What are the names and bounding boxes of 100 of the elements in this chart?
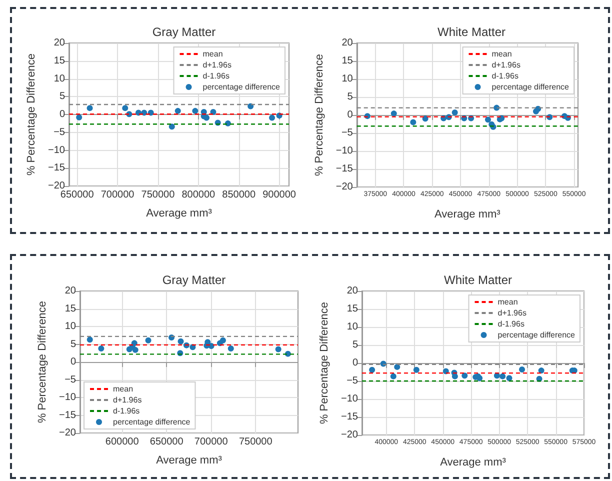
- point: [390, 373, 396, 380]
- point: [192, 108, 198, 114]
- point: [394, 364, 400, 370]
- y-tick-label: 15: [64, 303, 76, 314]
- y-axis-title: % Percentage Difference: [318, 302, 331, 424]
- x-axis-title: Average mm³: [156, 454, 222, 466]
- y-tick-label: 10: [64, 321, 76, 332]
- x-axis-title: Average mm³: [440, 456, 506, 468]
- legend-label: d+1.96s: [202, 60, 232, 70]
- y-tick-label: 20: [342, 38, 354, 48]
- y-tick-label: 10: [54, 73, 66, 84]
- y-tick-label: 20: [54, 38, 66, 48]
- legend-label: d-1.96s: [498, 320, 524, 328]
- point: [132, 346, 138, 353]
- x-tick-label: 750000: [238, 436, 273, 448]
- x-axis-title: Average mm³: [146, 208, 212, 220]
- y-tick-label: −15: [336, 164, 354, 174]
- x-tick-label: 900000: [262, 190, 296, 200]
- y-tick-label: 20: [64, 286, 76, 296]
- point: [220, 337, 226, 344]
- y-axis-title: % Percentage Difference: [36, 300, 49, 424]
- y-tick-label: 10: [342, 74, 354, 84]
- point: [369, 366, 376, 373]
- point: [122, 105, 128, 112]
- y-tick-label: −20: [59, 428, 76, 438]
- chart-title: Gray Matter: [152, 25, 216, 39]
- y-tick-label: 10: [346, 322, 358, 332]
- y-tick-label: −10: [48, 144, 66, 156]
- point: [76, 114, 82, 120]
- point: [204, 114, 210, 121]
- chart-title: White Matter: [437, 25, 506, 39]
- legend-label: d+1.96s: [113, 396, 142, 404]
- point: [500, 373, 506, 380]
- y-tick-label: −15: [59, 410, 76, 421]
- y-tick-label: 15: [346, 304, 358, 314]
- legend-label: percentage difference: [498, 330, 576, 340]
- y-tick-label: 0: [70, 356, 76, 368]
- legend-label: d-1.96s: [202, 72, 230, 80]
- point: [506, 375, 512, 382]
- y-tick-label: 15: [54, 55, 66, 66]
- x-tick-label: 650000: [60, 190, 94, 200]
- point: [538, 368, 544, 374]
- x-tick-label: 700000: [100, 190, 135, 200]
- point: [174, 108, 181, 114]
- point: [275, 346, 282, 352]
- point: [390, 110, 397, 117]
- x-tick-label: 750000: [141, 190, 176, 200]
- x-tick-label: 600000: [105, 436, 140, 448]
- y-tick-label: 20: [346, 286, 358, 296]
- point: [178, 338, 184, 344]
- point: [484, 116, 491, 123]
- legend-label: mean: [492, 50, 512, 58]
- legend-label: percentage difference: [113, 418, 191, 426]
- y-tick-label: 5: [352, 340, 358, 350]
- point: [145, 337, 152, 344]
- point: [462, 372, 468, 379]
- y-tick-label: −5: [346, 376, 358, 386]
- chart-title: Gray Matter: [162, 273, 226, 287]
- point: [422, 116, 428, 122]
- y-tick-label: −20: [341, 430, 358, 440]
- point: [269, 114, 276, 121]
- point: [452, 109, 458, 116]
- point: [210, 109, 216, 115]
- x-tick-label: 850000: [222, 190, 256, 200]
- y-axis-title: % Percentage Difference: [314, 54, 326, 176]
- y-tick-label: 15: [342, 56, 354, 66]
- y-tick-label: 5: [347, 92, 354, 102]
- point: [98, 346, 104, 352]
- y-tick-label: −5: [341, 128, 354, 138]
- y-tick-label: −5: [64, 374, 76, 386]
- point: [228, 346, 234, 352]
- y-axis-title: % Percentage Difference: [26, 53, 38, 176]
- chart-title: White Matter: [444, 273, 512, 287]
- legend-label: percentage difference: [202, 82, 281, 92]
- legend-label: mean: [498, 298, 518, 306]
- legend-label: d-1.96s: [113, 406, 140, 416]
- y-tick-label: 0: [59, 109, 66, 120]
- legend-label: d+1.96s: [492, 60, 520, 70]
- legend-label: percentage difference: [492, 82, 570, 92]
- y-tick-label: −20: [48, 180, 66, 192]
- point: [519, 366, 526, 372]
- y-tick-label: −5: [54, 126, 66, 138]
- y-tick-label: 0: [347, 110, 354, 120]
- point: [413, 366, 420, 373]
- y-tick-label: 0: [352, 358, 358, 368]
- y-tick-label: −15: [48, 162, 66, 174]
- point: [86, 336, 93, 343]
- point: [410, 119, 416, 126]
- x-tick-label: 800000: [182, 190, 216, 200]
- legend-label: d+1.96s: [498, 308, 526, 318]
- point: [141, 110, 148, 116]
- point: [148, 110, 154, 116]
- y-tick-label: −20: [336, 182, 354, 192]
- y-tick-label: −15: [341, 412, 358, 422]
- point: [86, 105, 93, 112]
- y-tick-label: −10: [59, 392, 76, 403]
- y-tick-label: −10: [336, 146, 354, 156]
- legend-label: mean: [113, 384, 134, 394]
- point: [168, 124, 175, 130]
- x-tick-label: 650000: [150, 436, 184, 448]
